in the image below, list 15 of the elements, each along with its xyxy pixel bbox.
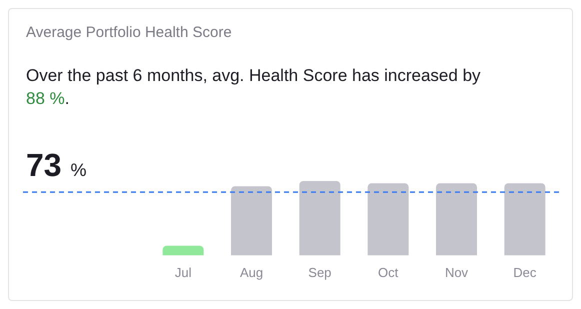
bar (504, 183, 546, 256)
x-tick-label: Nov (444, 264, 469, 280)
x-tick-label: Jul (174, 264, 192, 280)
x-tick-label: Sep (308, 264, 332, 280)
text: 73 % (26, 147, 86, 183)
bar (231, 186, 272, 256)
chart-title: Average Portfolio Health Score (26, 24, 232, 41)
bar (299, 181, 340, 256)
x-tick-label: Aug (240, 264, 264, 280)
bar (436, 183, 477, 256)
bar (368, 183, 409, 256)
bar (162, 246, 204, 256)
x-tick-label: Oct (378, 264, 399, 280)
x-tick-label: Dec (513, 264, 537, 280)
chart-subtitle: Over the past 6 months, avg. Health Score has increased by 88 %. (26, 65, 482, 110)
